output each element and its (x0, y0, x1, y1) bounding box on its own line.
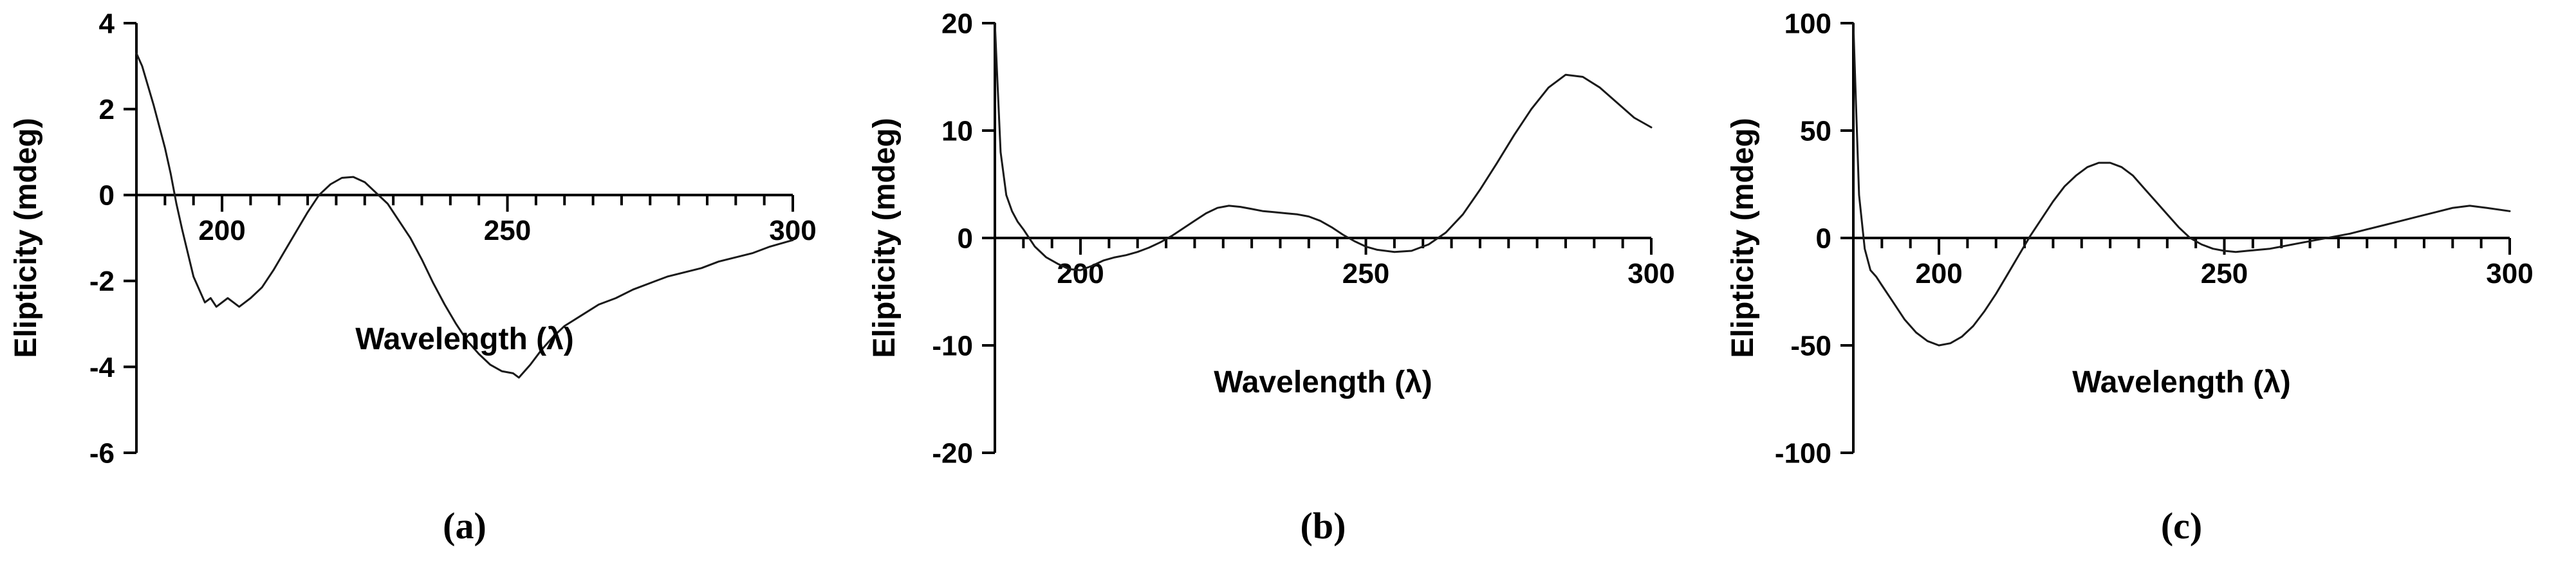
y-tick-label: -6 (89, 437, 115, 469)
y-tick-label: 2 (99, 94, 115, 125)
plot-area: -6 -4 -2 0 2 4 200 250 300 (89, 8, 817, 469)
y-axis-label: Elipticity (mdeg) (867, 118, 902, 358)
plot-area: -100 -50 0 50 100 200 250 300 (1775, 8, 2534, 469)
cd-chart-svg: Elipticity (mdeg) -6 -4 -2 0 2 4 200 250 300 Wav… (9, 8, 817, 469)
y-tick-label: 0 (99, 180, 115, 212)
y-tick-label: -20 (932, 437, 973, 469)
x-tick-label: 200 (1915, 258, 1962, 289)
y-tick-label: -10 (932, 330, 973, 361)
x-tick-label: 250 (1342, 258, 1389, 289)
x-axis-label: Wavelength (λ) (2072, 365, 2291, 399)
cd-spectrum-curve (135, 52, 794, 379)
x-axis-label: Wavelength (λ) (1214, 365, 1432, 399)
y-axis-label: Elipticity (mdeg) (1726, 118, 1760, 358)
x-tick-label: 250 (2201, 258, 2248, 289)
cd-chart-svg: Elipticity (mdeg) -100 -50 0 50 100 200 250 300… (1726, 8, 2534, 469)
y-tick-label: 20 (941, 8, 973, 39)
y-tick-label: 0 (1816, 223, 1831, 254)
y-tick-label: 10 (941, 115, 973, 147)
x-tick-label: 300 (2486, 258, 2533, 289)
y-tick-label: -50 (1790, 330, 1831, 361)
y-tick-label: -4 (89, 352, 115, 383)
cd-spectrum-curve (1852, 22, 2511, 347)
y-tick-label: -2 (89, 266, 115, 297)
y-axis-label: Elipticity (mdeg) (9, 118, 43, 358)
y-tick-label: 0 (958, 223, 973, 254)
y-tick-label: 50 (1800, 115, 1831, 147)
cd-panel-a: Elipticity (mdeg) -6 -4 -2 0 2 4 200 250 300 Wav… (0, 0, 858, 575)
x-tick-label: 250 (484, 215, 531, 246)
panel-caption: (b) (1300, 505, 1346, 547)
panel-caption: (c) (2160, 505, 2203, 547)
cd-spectrum-curve (994, 22, 1653, 271)
x-axis-label: Wavelength (λ) (355, 322, 574, 356)
y-tick-label: 4 (99, 8, 115, 39)
cd-panel-c: Elipticity (mdeg) -100 -50 0 50 100 200 250 300… (1717, 0, 2575, 575)
panel-caption: (a) (443, 505, 486, 547)
x-tick-label: 300 (769, 215, 816, 246)
x-tick-label: 200 (198, 215, 245, 246)
x-tick-label: 300 (1627, 258, 1674, 289)
cd-panel-b: Elipticity (mdeg) -20 -10 0 10 20 200 250 300 W… (858, 0, 1717, 575)
y-tick-label: 100 (1784, 8, 1831, 39)
y-tick-label: -100 (1775, 437, 1831, 469)
